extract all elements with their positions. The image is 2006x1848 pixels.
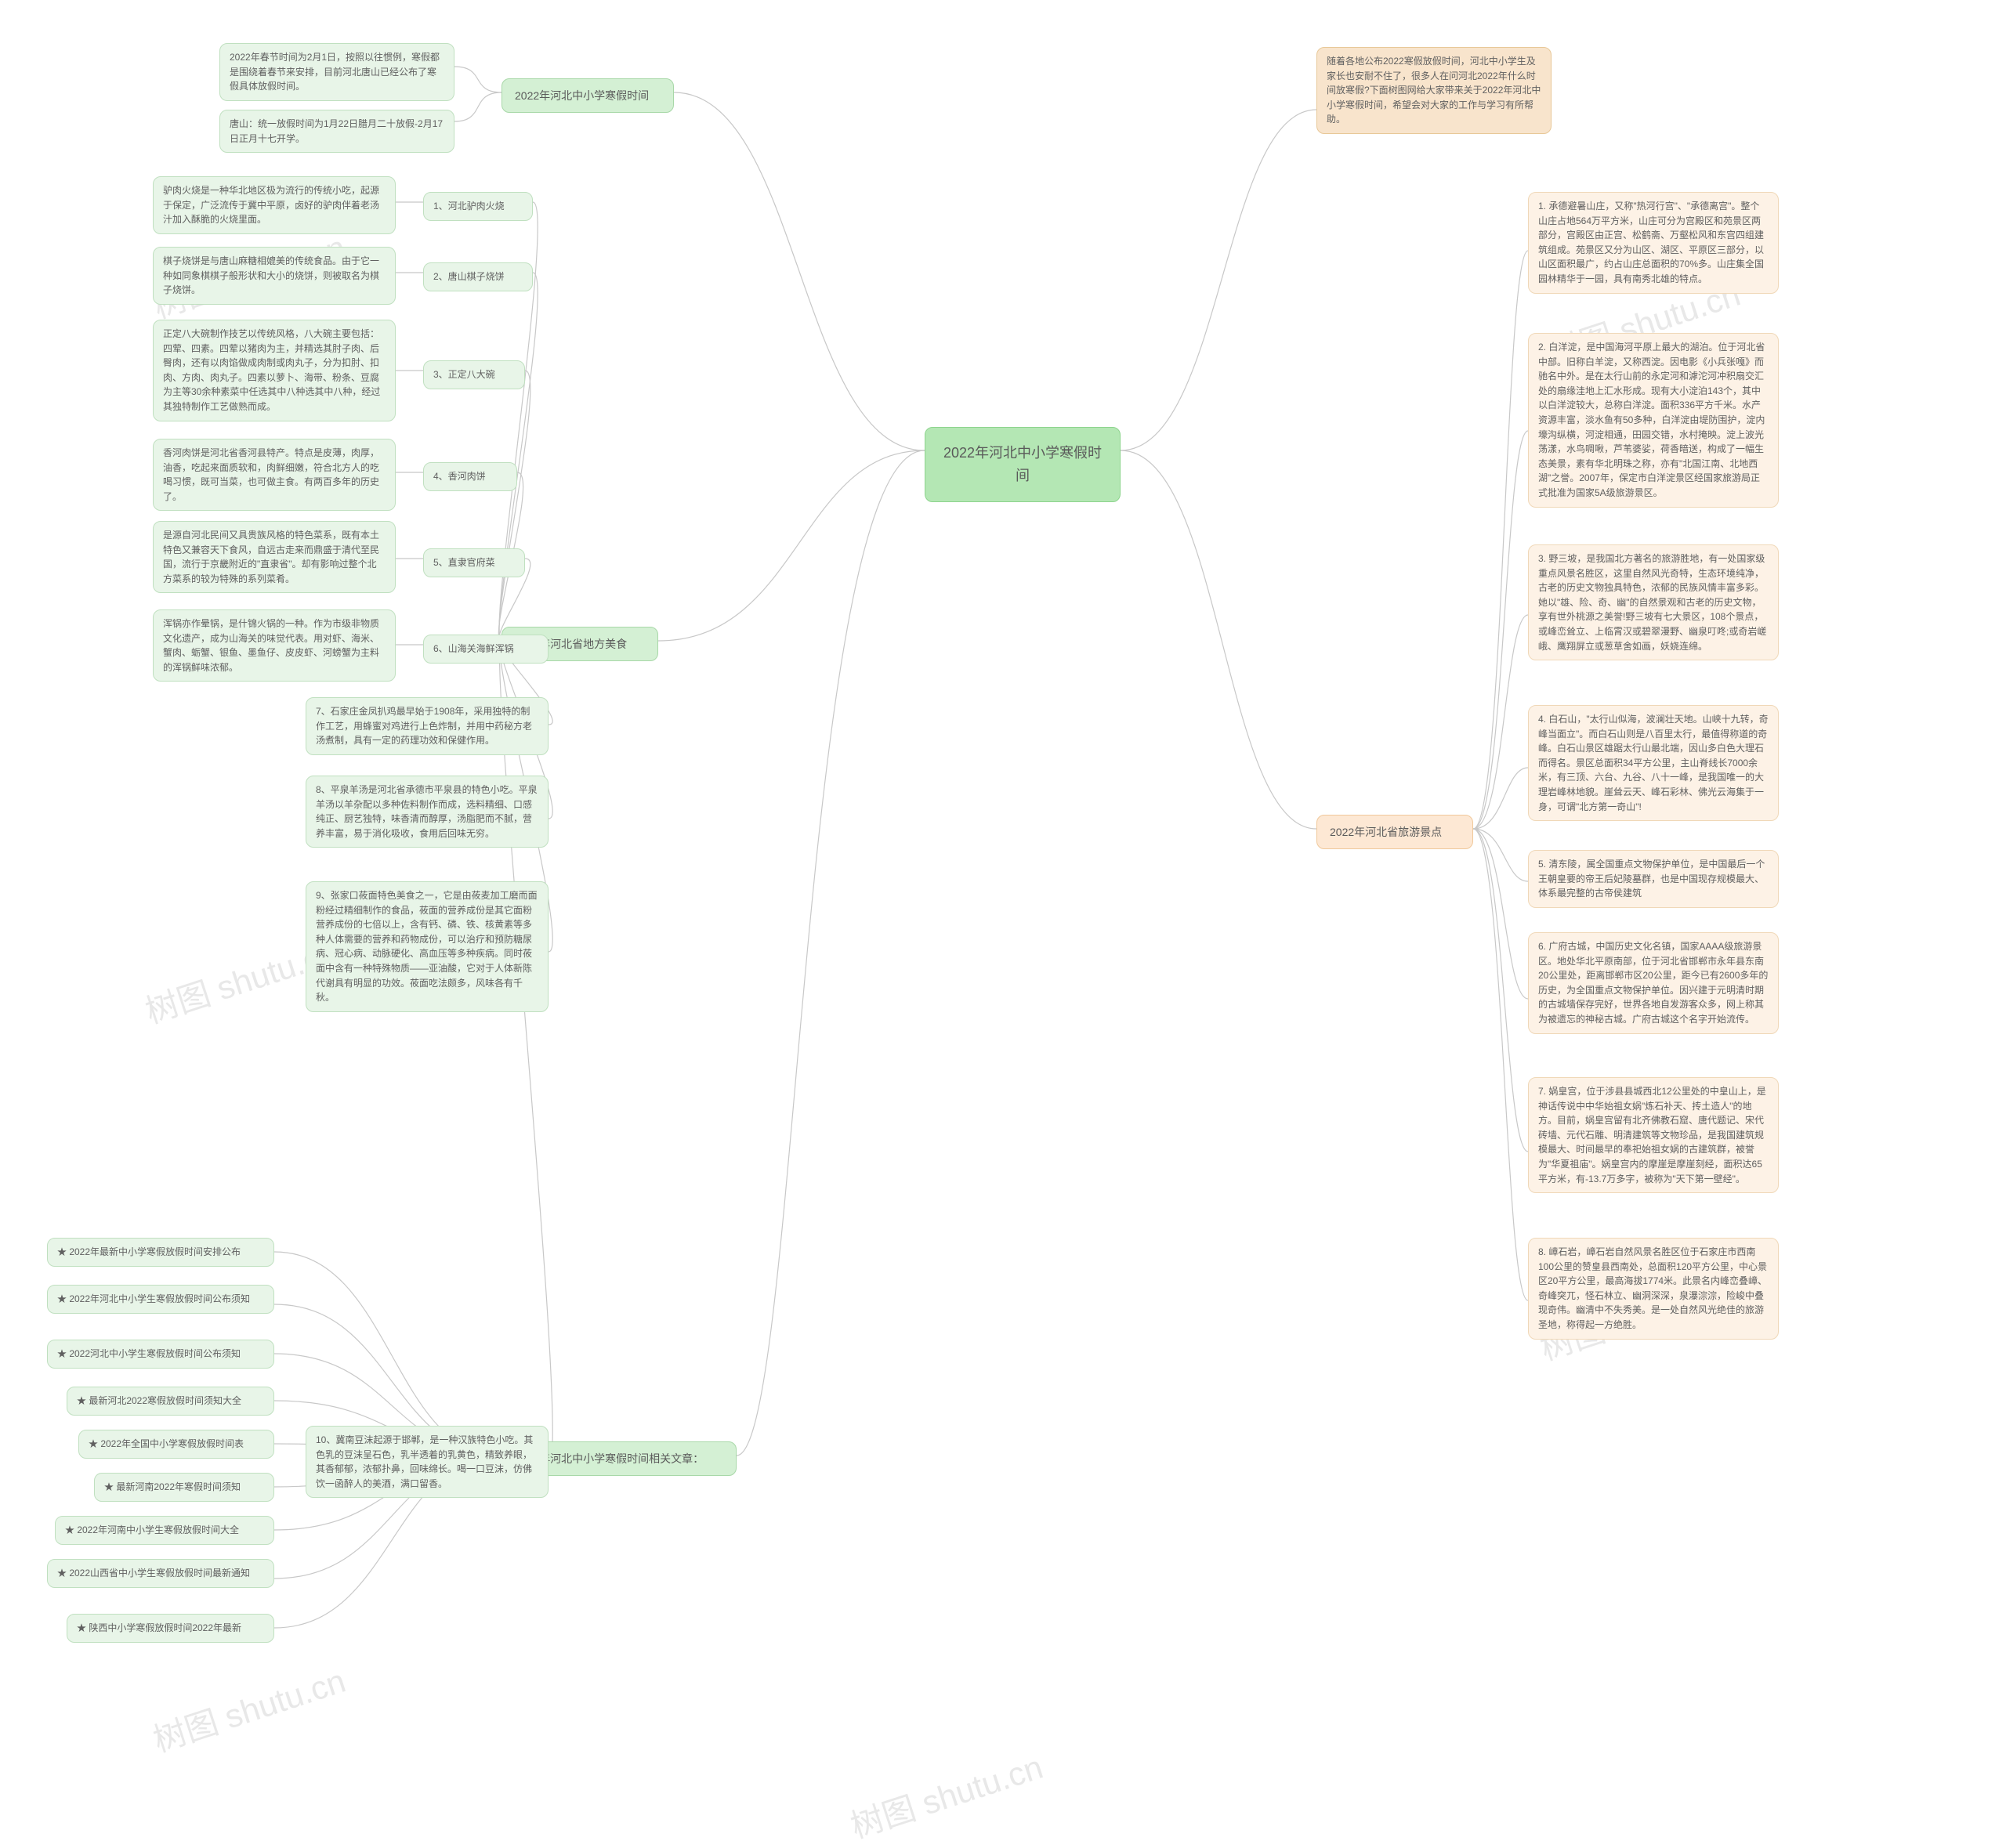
leaf-b1-1: 唐山：统一放假时间为1月22日腊月二十放假-2月17日正月十七开学。: [219, 110, 454, 153]
food-5-text: 是源自河北民间又具贵族风格的特色菜系，既有本土特色又兼容天下食风，自远古走来而鼎…: [153, 521, 396, 593]
article-1[interactable]: ★ 2022年河北中小学生寒假放假时间公布须知: [47, 1285, 274, 1314]
leaf-b1-0: 2022年春节时间为2月1日，按照以往惯例，寒假都是围绕着春节来安排，目前河北唐…: [219, 43, 454, 101]
food-8-text: 8、平泉羊汤是河北省承德市平泉县的特色小吃。平泉羊汤以羊杂配以多种佐料制作而成，…: [306, 776, 549, 848]
tourism-1: 1. 承德避暑山庄，又称"热河行宫"、"承德离宫"。整个山庄占地564万平方米，…: [1528, 192, 1779, 294]
branch-tourism[interactable]: 2022年河北省旅游景点: [1316, 815, 1473, 849]
food-5-num: 5、直隶官府菜: [423, 548, 525, 577]
intro-text: 随着各地公布2022寒假放假时间，河北中小学生及家长也安耐不住了，很多人在问河北…: [1316, 47, 1552, 134]
food-1-text: 驴肉火烧是一种华北地区极为流行的传统小吃，起源于保定，广泛流传于冀中平原，卤好的…: [153, 176, 396, 234]
food-4-num: 4、香河肉饼: [423, 462, 517, 491]
article-4[interactable]: ★ 2022年全国中小学寒假放假时间表: [78, 1430, 274, 1459]
tourism-6: 6. 广府古城，中国历史文化名镇，国家AAAA级旅游景区。地处华北平原南部，位于…: [1528, 932, 1779, 1034]
food-9-text: 9、张家口莜面特色美食之一，它是由莜麦加工磨而面粉经过精细制作的食品，莜面的营养…: [306, 881, 549, 1012]
article-8[interactable]: ★ 陕西中小学寒假放假时间2022年最新: [67, 1614, 274, 1643]
food-3-num: 3、正定八大碗: [423, 360, 525, 389]
tourism-8: 8. 嶂石岩，嶂石岩自然风景名胜区位于石家庄市西南100公里的赞皇县西南处，总面…: [1528, 1238, 1779, 1340]
article-7[interactable]: ★ 2022山西省中小学生寒假放假时间最新通知: [47, 1559, 274, 1588]
watermark: 树图 shutu.cn: [844, 1741, 1048, 1848]
tourism-3: 3. 野三坡，是我国北方著名的旅游胜地，有一处国家级重点风景名胜区，这里自然风光…: [1528, 544, 1779, 660]
food-7-text: 7、石家庄金凤扒鸡最早始于1908年，采用独特的制作工艺，用蜂蜜对鸡进行上色炸制…: [306, 697, 549, 755]
branch-winter-time[interactable]: 2022年河北中小学寒假时间: [502, 78, 674, 113]
tourism-2: 2. 白洋淀，是中国海河平原上最大的湖泊。位于河北省中部。旧称白羊淀，又称西淀。…: [1528, 333, 1779, 508]
article-0[interactable]: ★ 2022年最新中小学寒假放假时间安排公布: [47, 1238, 274, 1267]
food-6-num: 6、山海关海鲜浑锅: [423, 635, 549, 664]
food-10-text: 10、冀南豆沫起源于邯郸，是一种汉族特色小吃。其色乳的豆沫呈石色，乳半透着的乳黄…: [306, 1426, 549, 1498]
food-1-num: 1、河北驴肉火烧: [423, 192, 533, 221]
center-topic[interactable]: 2022年河北中小学寒假时间: [925, 427, 1121, 502]
food-2-num: 2、唐山棋子烧饼: [423, 262, 533, 291]
watermark: 树图 shutu.cn: [147, 1655, 351, 1762]
article-6[interactable]: ★ 2022年河南中小学生寒假放假时间大全: [55, 1516, 274, 1545]
tourism-7: 7. 娲皇宫，位于涉县县城西北12公里处的中皇山上，是神话传说中中华始祖女娲"炼…: [1528, 1077, 1779, 1193]
food-2-text: 棋子烧饼是与唐山麻糖相媲美的传统食品。由于它一种如同象棋棋子般形状和大小的烧饼，…: [153, 247, 396, 305]
article-5[interactable]: ★ 最新河南2022年寒假时间须知: [94, 1473, 274, 1502]
food-4-text: 香河肉饼是河北省香河县特产。特点是皮薄，肉厚，油香，吃起来面质软和，肉鲜细嫩，符…: [153, 439, 396, 511]
food-6-text: 浑锅亦作晕锅，是什锦火锅的一种。作为市级非物质文化遗产，成为山海关的味觉代表。用…: [153, 609, 396, 682]
article-3[interactable]: ★ 最新河北2022寒假放假时间须知大全: [67, 1387, 274, 1416]
tourism-5: 5. 清东陵，属全国重点文物保护单位，是中国最后一个王朝皇要的帝王后妃陵墓群，也…: [1528, 850, 1779, 908]
food-3-text: 正定八大碗制作技艺以传统风格，八大碗主要包括：四荤、四素。四荤以猪肉为主，并精选…: [153, 320, 396, 421]
tourism-4: 4. 白石山，"太行山似海，波澜壮天地。山峡十九转，奇峰当面立"。而白石山则是八…: [1528, 705, 1779, 821]
article-2[interactable]: ★ 2022河北中小学生寒假放假时间公布须知: [47, 1340, 274, 1369]
